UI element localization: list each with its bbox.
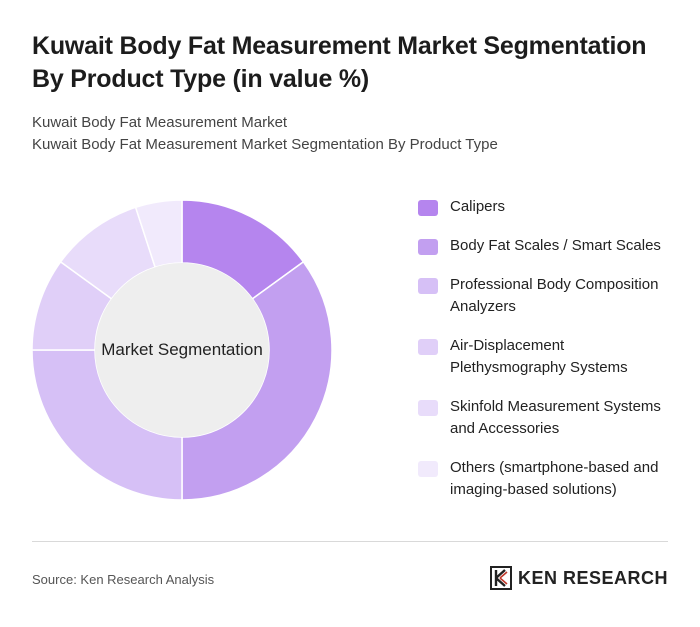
legend-item: Professional Body Composition Analyzers [418, 274, 683, 318]
donut-chart [31, 199, 333, 501]
legend-label: Body Fat Scales / Smart Scales [450, 237, 661, 254]
legend-item: Body Fat Scales / Smart Scales [418, 235, 683, 257]
legend-swatch [418, 239, 438, 255]
legend-swatch [418, 278, 438, 294]
ken-research-logo-text: KEN RESEARCH [517, 567, 668, 588]
legend-item: Skinfold Measurement Systems and Accesso… [418, 396, 683, 440]
legend-swatch [418, 200, 438, 216]
legend-label: Others (smartphone-based and imaging-bas… [450, 459, 659, 498]
source-note: Source: Ken Research Analysis [32, 572, 215, 587]
legend-label: Skinfold Measurement Systems and Accesso… [450, 398, 661, 437]
subtitle-segmentation: Kuwait Body Fat Measurement Market Segme… [32, 136, 498, 153]
chart-subtitle: Kuwait Body Fat Measurement Market Kuwai… [32, 112, 498, 156]
legend-swatch [418, 400, 438, 416]
legend-label: Professional Body Composition Analyzers [450, 276, 659, 315]
chart-title: Kuwait Body Fat Measurement Market Segme… [32, 32, 647, 93]
chart-legend: Calipers Body Fat Scales / Smart Scales Pr… [418, 196, 683, 518]
legend-item: Air-Displacement Plethysmography Systems [418, 335, 683, 379]
legend-label: Air-Displacement Plethysmography Systems [450, 337, 628, 376]
legend-swatch [418, 461, 438, 477]
legend-swatch [418, 339, 438, 355]
subtitle-market: Kuwait Body Fat Measurement Market [32, 114, 288, 131]
legend-label: Calipers [450, 198, 506, 215]
legend-item: Others (smartphone-based and imaging-bas… [418, 457, 683, 501]
ken-research-logo: KEN RESEARCH [489, 566, 668, 590]
donut-center [95, 263, 269, 437]
legend-item: Calipers [418, 196, 683, 218]
ken-research-logo-icon [489, 566, 512, 590]
footer-divider [32, 541, 668, 542]
